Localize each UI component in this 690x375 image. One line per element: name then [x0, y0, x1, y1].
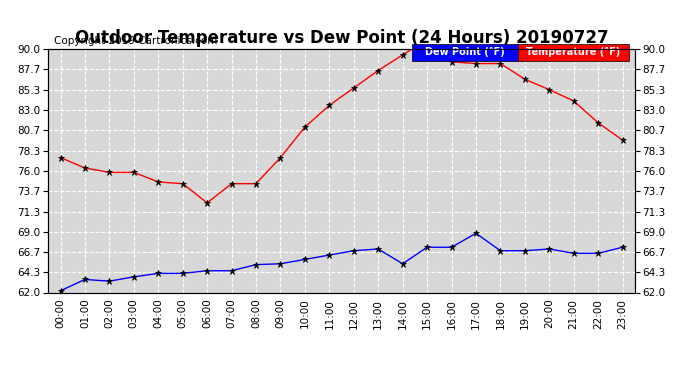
Text: Temperature (°F): Temperature (°F)	[526, 47, 620, 57]
FancyBboxPatch shape	[412, 44, 518, 61]
Title: Outdoor Temperature vs Dew Point (24 Hours) 20190727: Outdoor Temperature vs Dew Point (24 Hou…	[75, 29, 609, 47]
Text: Copyright 2019 Cartronics.com: Copyright 2019 Cartronics.com	[55, 36, 217, 46]
FancyBboxPatch shape	[518, 44, 629, 61]
Text: Dew Point (°F): Dew Point (°F)	[425, 47, 504, 57]
